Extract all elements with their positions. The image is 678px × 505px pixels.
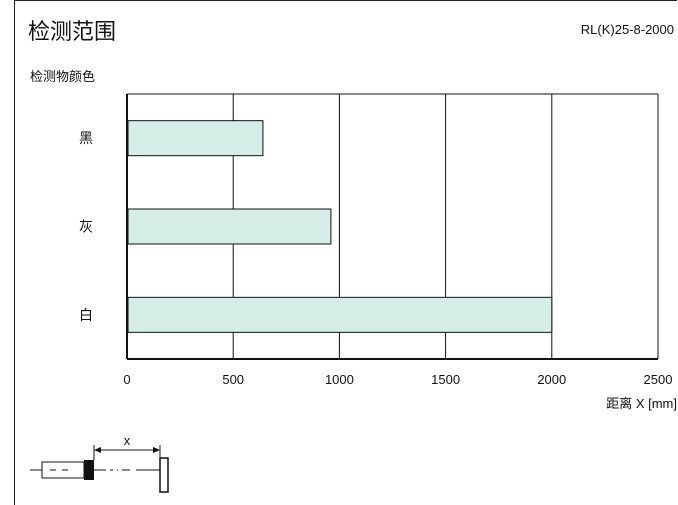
y-axis-label: 检测物颜色 (30, 70, 96, 85)
category-label: 黑 (79, 131, 93, 147)
model-number: RL(K)25-8-2000 (580, 22, 674, 37)
axes (126, 94, 658, 360)
page-title: 检测范围 (28, 20, 117, 45)
x-tick-label: 1000 (325, 372, 354, 387)
sensor-diagram: x (30, 433, 169, 493)
category-labels: 黑灰白 (79, 131, 93, 324)
x-tick-labels: 0 500 1000 1500 2000 2500 (123, 372, 672, 387)
category-label: 灰 (79, 220, 93, 236)
sensor-lens (84, 460, 94, 480)
x-tick-label: 2500 (644, 372, 673, 387)
bar-1 (127, 208, 332, 245)
x-tick-label: 500 (222, 372, 244, 387)
x-tick-label: 1500 (431, 372, 460, 387)
bar-2 (127, 296, 553, 333)
target-object (159, 457, 169, 493)
x-tick-label: 2000 (537, 372, 566, 387)
distance-label: x (124, 433, 131, 448)
chart-frame (14, 0, 677, 505)
x-axis-label: 距离 X [mm] (606, 396, 677, 411)
category-label: 白 (79, 308, 93, 324)
bar-0 (127, 120, 264, 157)
x-tick-label: 0 (123, 372, 130, 387)
bars (127, 120, 553, 333)
